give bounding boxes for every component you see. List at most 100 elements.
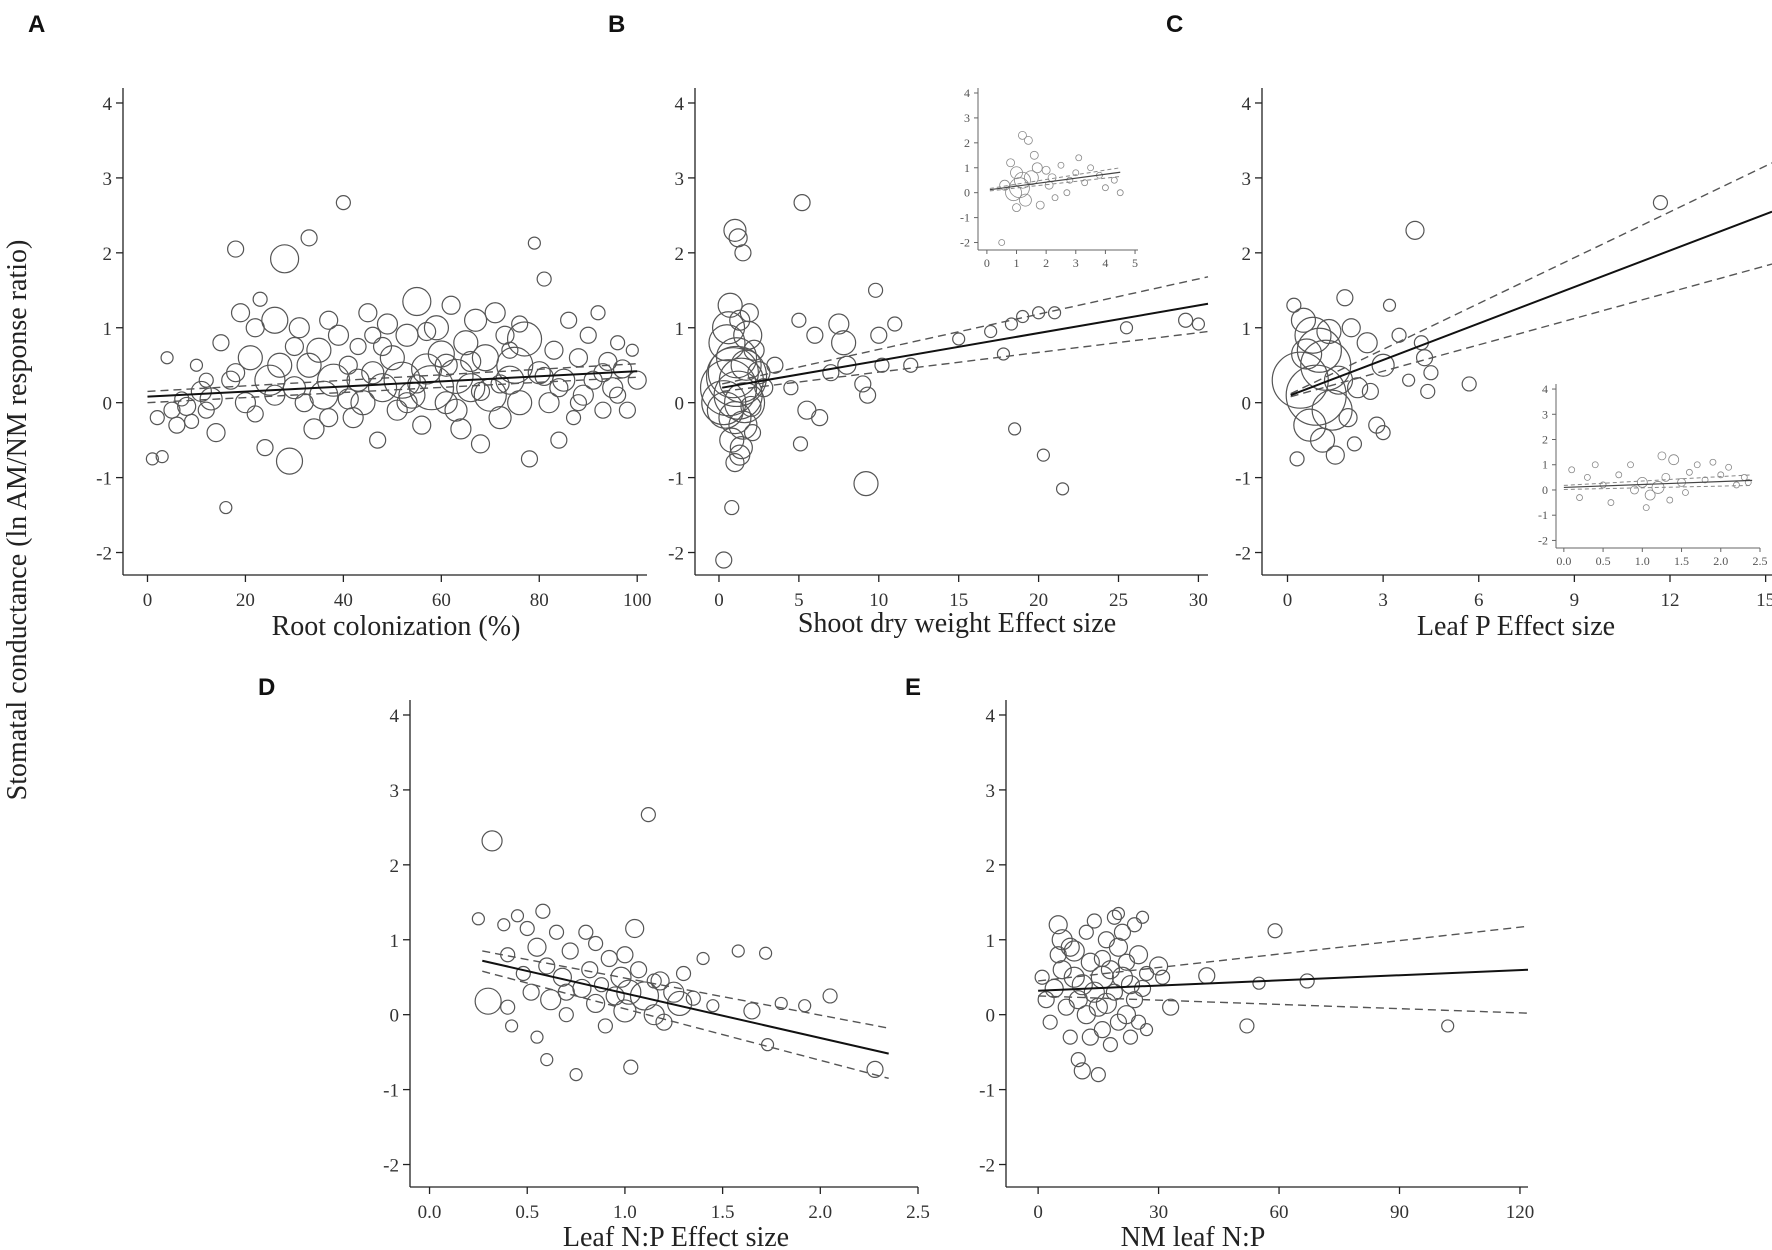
panel-c-data-point	[1309, 427, 1336, 453]
panel-b-inset-data-point	[1014, 171, 1031, 189]
panel-e-data-point	[1154, 969, 1171, 985]
panel-c-x-tick-label: 9	[1570, 590, 1580, 611]
panel-d-data-point	[497, 918, 511, 932]
panel-e-data-point	[1076, 1005, 1096, 1025]
panel-d-y-tick-label: 1	[390, 931, 400, 952]
panel-a-data-point	[544, 340, 564, 360]
panel-a-data-point	[309, 380, 339, 410]
panel-e-data-point	[1083, 981, 1105, 1003]
panel-e-data-point	[1267, 923, 1283, 939]
panel-a-data-point	[246, 405, 264, 423]
panel-d-data-point	[505, 1019, 519, 1033]
panel-c-inset-data-point	[1693, 461, 1701, 469]
panel-b-inset-y-tick-label: -2	[960, 236, 970, 250]
panel-e-fit-line	[1038, 968, 1529, 992]
panel-a-data-point	[395, 323, 419, 347]
panel-b-data-point	[1178, 312, 1194, 328]
panel-e-data-point	[1051, 929, 1073, 951]
panel-d-data-point	[610, 966, 632, 988]
panel-e-data-point	[1135, 910, 1150, 924]
panel-d-data-point	[629, 961, 648, 979]
panel-e-data-point	[1105, 983, 1124, 1001]
panel-b-data-point	[699, 359, 758, 417]
panel-c-data-point	[1382, 298, 1397, 312]
panel-a-data-point	[602, 377, 624, 399]
panel-d-y-tick-label: 0	[390, 1006, 400, 1027]
panel-c-data-point	[1294, 316, 1332, 354]
panel-e-y-tick-label: 3	[986, 781, 996, 802]
panel-b-x-tick-label: 30	[1189, 590, 1208, 611]
panel-a-data-point	[610, 335, 626, 351]
panel-b-inset-data-point	[1116, 189, 1124, 197]
panel-c-fit-line	[1290, 210, 1772, 397]
panel-e-data-point	[1128, 945, 1149, 965]
panel-a-data-point	[456, 373, 486, 403]
panel-a-data-point	[383, 361, 421, 399]
panel-a-data-point	[612, 359, 633, 379]
panel-c-inset-data-point	[1630, 485, 1639, 495]
panel-c-data-point	[1461, 376, 1477, 392]
panel-b-y-tick-label: 2	[675, 244, 685, 265]
panel-b-inset-data-point	[1029, 150, 1039, 160]
panel-c-data-point	[1323, 365, 1354, 395]
panel-e: E NM leaf N:P -2 -1 0 1 2 3 4 0 30 60 90 120	[905, 674, 1534, 1250]
panel-c-inset-confidence-band	[1563, 474, 1753, 486]
panel-b-data-point	[793, 194, 811, 212]
panel-d-data-point	[578, 924, 594, 940]
panel-e-data-point	[1162, 998, 1180, 1016]
panel-a-data-point	[488, 406, 512, 430]
panel-e-data-point	[1441, 1019, 1455, 1033]
panel-a-data-point	[527, 236, 541, 250]
panel-b-data-point	[723, 218, 747, 242]
panel-a-data-point	[507, 390, 533, 416]
panel-a-data-point	[538, 392, 560, 414]
panel-c-inset-x-tick-label: 2.0	[1713, 554, 1728, 568]
panel-a-data-point	[441, 295, 461, 315]
panel-a-data-point	[284, 336, 305, 357]
panel-d-confidence-band	[482, 970, 889, 1080]
panel-d-data-point	[557, 983, 575, 1001]
panel-c-inset-data-point	[1666, 496, 1674, 504]
panel-d-data-point	[675, 965, 692, 982]
panel-a-x-tick-label: 20	[236, 590, 255, 611]
panel-c-inset-data-point	[1717, 471, 1725, 479]
panel-c-inset-data-point	[1642, 504, 1650, 512]
panel-c-confidence-band	[1290, 263, 1772, 398]
panel-d-confidence-band	[482, 950, 889, 1029]
panel-c-inset-y-tick-label: 0	[1542, 483, 1548, 497]
panel-b-data-point	[822, 364, 840, 382]
panel-a-data-point	[174, 391, 190, 407]
panel-b-inset-data-point	[1051, 194, 1059, 202]
panel-e-y-tick-label: 0	[986, 1006, 996, 1027]
panel-a-data-point	[364, 326, 382, 344]
panel-b-data-point	[708, 324, 746, 362]
panel-a-x-axis-label: Root colonization (%)	[272, 611, 521, 642]
panel-c-data-point	[1290, 307, 1317, 333]
panel-b-data-point	[729, 436, 753, 460]
panel-b-inset-fit-line	[989, 171, 1121, 191]
panel-d-data-point	[706, 999, 720, 1013]
panel-a-data-point	[369, 431, 387, 449]
panel-a-data-point	[565, 410, 582, 426]
panel-letter-a: A	[28, 11, 45, 38]
panel-b-inset-data-point	[1031, 162, 1043, 174]
panel-a-data-point	[327, 324, 350, 346]
panel-c-y-tick-label: 3	[1242, 169, 1252, 190]
panel-c-inset-x-tick-label: 2.5	[1753, 554, 1768, 568]
panel-b-data-point	[740, 395, 762, 418]
panel-c-data-point	[1311, 389, 1353, 431]
panel-a-data-point	[495, 365, 525, 395]
panel-a-data-point	[618, 401, 637, 419]
panel-a-data-point	[434, 391, 458, 415]
panel-e-data-point	[1048, 915, 1068, 935]
panel-a-data-point	[219, 500, 233, 515]
panel-a-y-tick-label: -1	[96, 469, 112, 490]
panel-a-y-tick-label: 2	[103, 244, 113, 265]
panel-e-data-point	[1108, 937, 1129, 957]
panel-a-data-point	[511, 315, 529, 333]
panel-d-x-tick-label: 0.5	[515, 1202, 539, 1223]
shared-y-axis-label: Stomatal conductance (ln AM/NM response …	[2, 240, 33, 801]
panel-e-data-point	[1252, 976, 1266, 990]
panel-a-data-point	[267, 352, 293, 378]
panel-b-y-tick-label: -1	[668, 469, 684, 490]
